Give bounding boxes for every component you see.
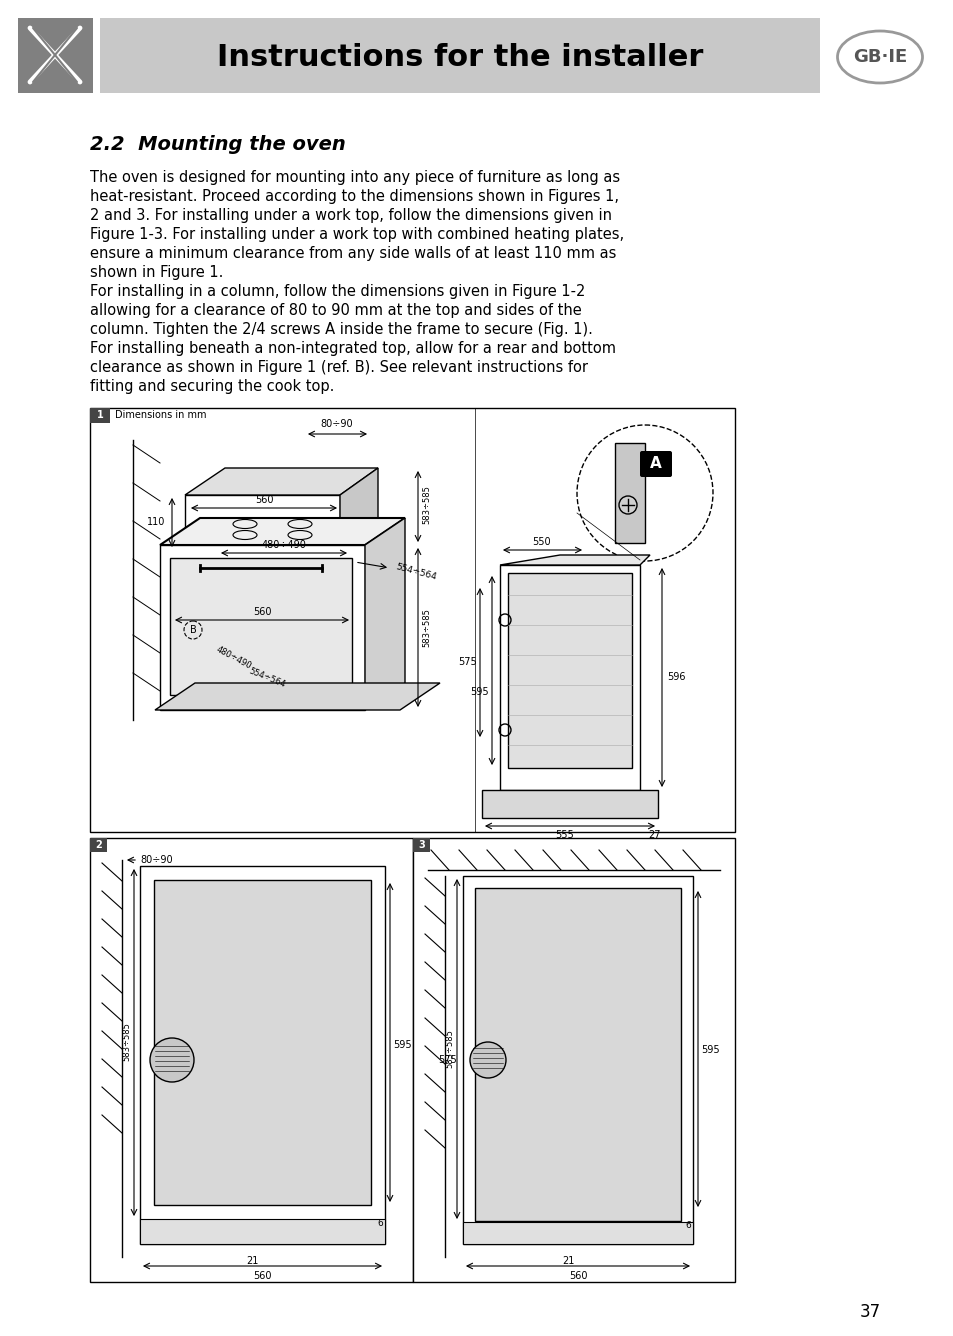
FancyBboxPatch shape	[481, 790, 658, 818]
Polygon shape	[339, 468, 377, 560]
Text: 1: 1	[96, 410, 103, 421]
Text: 2: 2	[95, 840, 102, 850]
FancyBboxPatch shape	[639, 452, 671, 477]
Polygon shape	[160, 545, 365, 709]
Text: clearance as shown in Figure 1 (ref. B). See relevant instructions for: clearance as shown in Figure 1 (ref. B).…	[90, 359, 587, 375]
Text: 21: 21	[561, 1256, 574, 1267]
Text: 550: 550	[532, 537, 551, 546]
Polygon shape	[185, 468, 377, 496]
Text: The oven is designed for mounting into any piece of furniture as long as: The oven is designed for mounting into a…	[90, 170, 619, 184]
Text: Instructions for the installer: Instructions for the installer	[216, 43, 702, 72]
Text: For installing in a column, follow the dimensions given in Figure 1-2: For installing in a column, follow the d…	[90, 285, 585, 299]
FancyBboxPatch shape	[615, 444, 644, 542]
FancyBboxPatch shape	[90, 407, 110, 424]
Ellipse shape	[837, 31, 922, 83]
Text: 583÷585: 583÷585	[421, 609, 431, 648]
Polygon shape	[160, 518, 405, 545]
Text: 560: 560	[253, 1271, 271, 1281]
Polygon shape	[185, 496, 339, 560]
Polygon shape	[365, 518, 405, 709]
Text: 575: 575	[457, 657, 476, 667]
FancyBboxPatch shape	[140, 866, 385, 1244]
Circle shape	[470, 1042, 505, 1078]
Text: 110: 110	[147, 517, 165, 526]
Circle shape	[618, 496, 637, 514]
Circle shape	[150, 1038, 193, 1082]
Circle shape	[577, 425, 712, 561]
Text: 2.2  Mounting the oven: 2.2 Mounting the oven	[90, 135, 345, 155]
FancyBboxPatch shape	[507, 573, 631, 768]
Text: shown in Figure 1.: shown in Figure 1.	[90, 265, 223, 281]
Text: For installing beneath a non-integrated top, allow for a rear and bottom: For installing beneath a non-integrated …	[90, 341, 616, 355]
Text: 596: 596	[666, 672, 685, 681]
Polygon shape	[170, 558, 352, 695]
Text: 80÷90: 80÷90	[320, 420, 353, 429]
Text: 583÷585: 583÷585	[122, 1022, 131, 1061]
Text: 583÷585: 583÷585	[421, 485, 431, 525]
FancyBboxPatch shape	[90, 407, 734, 832]
FancyBboxPatch shape	[18, 17, 92, 94]
FancyBboxPatch shape	[475, 888, 680, 1221]
Text: Figure 1-3. For installing under a work top with combined heating plates,: Figure 1-3. For installing under a work …	[90, 227, 623, 242]
Text: 595: 595	[470, 687, 489, 697]
Text: 6: 6	[684, 1221, 690, 1230]
Text: 595: 595	[700, 1045, 719, 1055]
Text: allowing for a clearance of 80 to 90 mm at the top and sides of the: allowing for a clearance of 80 to 90 mm …	[90, 303, 581, 318]
Text: 575: 575	[437, 1055, 456, 1065]
FancyBboxPatch shape	[90, 838, 107, 852]
Text: 555: 555	[555, 830, 574, 840]
Text: 480÷490: 480÷490	[261, 540, 306, 550]
Text: 560: 560	[254, 496, 273, 505]
Text: 2 and 3. For installing under a work top, follow the dimensions given in: 2 and 3. For installing under a work top…	[90, 208, 612, 223]
FancyBboxPatch shape	[153, 880, 371, 1205]
FancyBboxPatch shape	[462, 1222, 692, 1244]
Text: 480÷490: 480÷490	[214, 645, 253, 671]
FancyBboxPatch shape	[413, 838, 430, 852]
Text: 21: 21	[246, 1256, 258, 1267]
Text: 583÷585: 583÷585	[444, 1030, 454, 1069]
Text: 6: 6	[376, 1220, 382, 1229]
Text: 554÷564: 554÷564	[395, 562, 437, 581]
Text: 560: 560	[568, 1271, 587, 1281]
FancyBboxPatch shape	[462, 876, 692, 1244]
FancyBboxPatch shape	[499, 565, 639, 790]
Text: 37: 37	[859, 1303, 880, 1321]
Text: heat-resistant. Proceed according to the dimensions shown in Figures 1,: heat-resistant. Proceed according to the…	[90, 188, 618, 204]
Text: Dimensions in mm: Dimensions in mm	[115, 410, 206, 421]
FancyBboxPatch shape	[90, 838, 413, 1283]
FancyBboxPatch shape	[100, 17, 820, 94]
Polygon shape	[499, 554, 649, 565]
Text: GB·IE: GB·IE	[852, 48, 906, 65]
Text: ensure a minimum clearance from any side walls of at least 110 mm as: ensure a minimum clearance from any side…	[90, 246, 616, 261]
Text: 3: 3	[417, 840, 424, 850]
Polygon shape	[154, 683, 439, 709]
Text: fitting and securing the cook top.: fitting and securing the cook top.	[90, 379, 334, 394]
FancyBboxPatch shape	[140, 1218, 385, 1244]
Text: 27: 27	[647, 830, 659, 840]
Text: 80÷90: 80÷90	[140, 855, 172, 864]
Text: 595: 595	[393, 1039, 411, 1050]
Text: A: A	[649, 457, 661, 472]
FancyBboxPatch shape	[413, 838, 734, 1283]
Text: B: B	[190, 625, 196, 635]
Text: column. Tighten the 2/4 screws A inside the frame to secure (Fig. 1).: column. Tighten the 2/4 screws A inside …	[90, 322, 592, 337]
Text: 554÷564: 554÷564	[248, 667, 287, 689]
Text: 560: 560	[253, 607, 271, 617]
